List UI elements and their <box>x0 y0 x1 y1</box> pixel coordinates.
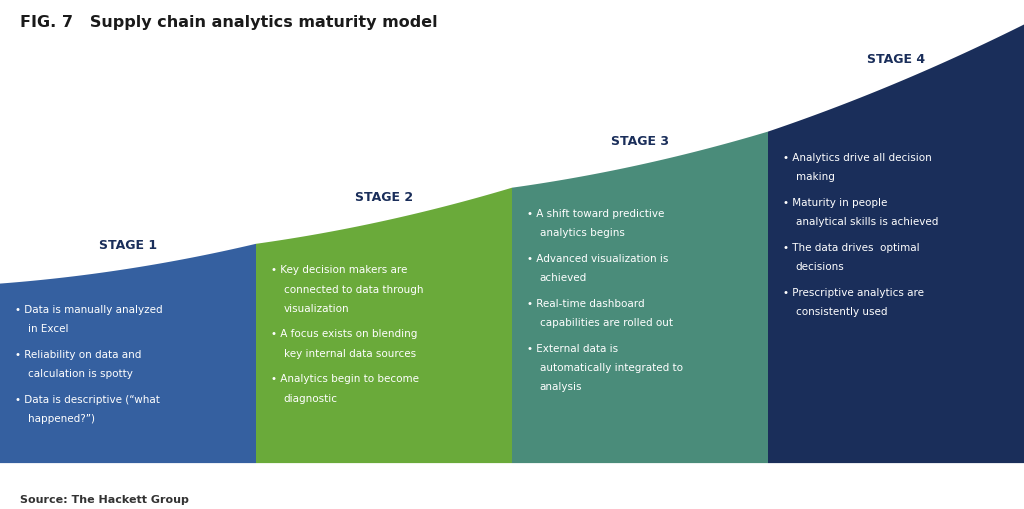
Text: connected to data through: connected to data through <box>284 284 423 294</box>
Polygon shape <box>0 244 256 463</box>
Text: making: making <box>796 172 835 182</box>
Text: • A focus exists on blending: • A focus exists on blending <box>271 329 418 339</box>
Text: • Real-time dashboard: • Real-time dashboard <box>527 298 645 308</box>
Text: calculation is spotty: calculation is spotty <box>28 369 132 379</box>
Text: FIG. 7   Supply chain analytics maturity model: FIG. 7 Supply chain analytics maturity m… <box>20 15 438 30</box>
Text: Source: The Hackett Group: Source: The Hackett Group <box>20 494 189 504</box>
Text: analytics begins: analytics begins <box>540 228 625 238</box>
Text: STAGE 1: STAGE 1 <box>99 238 157 251</box>
Polygon shape <box>512 132 768 463</box>
Text: • Reliability on data and: • Reliability on data and <box>15 349 141 359</box>
Text: key internal data sources: key internal data sources <box>284 348 416 358</box>
Text: STAGE 2: STAGE 2 <box>355 190 413 204</box>
Text: • The data drives  optimal: • The data drives optimal <box>783 242 920 252</box>
Text: • External data is: • External data is <box>527 343 618 353</box>
Text: • Analytics drive all decision: • Analytics drive all decision <box>783 153 932 163</box>
Text: • Key decision makers are: • Key decision makers are <box>271 265 408 275</box>
Text: • Maturity in people: • Maturity in people <box>783 197 888 208</box>
Text: analysis: analysis <box>540 382 583 392</box>
Text: analytical skills is achieved: analytical skills is achieved <box>796 217 938 227</box>
Text: • Advanced visualization is: • Advanced visualization is <box>527 253 669 264</box>
Text: decisions: decisions <box>796 262 845 272</box>
Text: • A shift toward predictive: • A shift toward predictive <box>527 209 665 219</box>
Text: consistently used: consistently used <box>796 306 887 317</box>
Text: STAGE 4: STAGE 4 <box>867 53 925 66</box>
Text: capabilities are rolled out: capabilities are rolled out <box>540 318 673 328</box>
Polygon shape <box>768 25 1024 463</box>
Text: STAGE 3: STAGE 3 <box>611 134 669 148</box>
Text: happened?”): happened?”) <box>28 413 94 423</box>
Text: • Data is manually analyzed: • Data is manually analyzed <box>15 304 163 315</box>
Text: visualization: visualization <box>284 303 349 314</box>
Text: automatically integrated to: automatically integrated to <box>540 362 683 373</box>
Text: in Excel: in Excel <box>28 324 69 334</box>
Text: diagnostic: diagnostic <box>284 393 338 403</box>
Text: achieved: achieved <box>540 273 587 283</box>
Text: • Analytics begin to become: • Analytics begin to become <box>271 374 420 384</box>
Text: • Prescriptive analytics are: • Prescriptive analytics are <box>783 287 925 297</box>
Polygon shape <box>256 188 512 463</box>
Text: • Data is descriptive (“what: • Data is descriptive (“what <box>15 394 160 404</box>
